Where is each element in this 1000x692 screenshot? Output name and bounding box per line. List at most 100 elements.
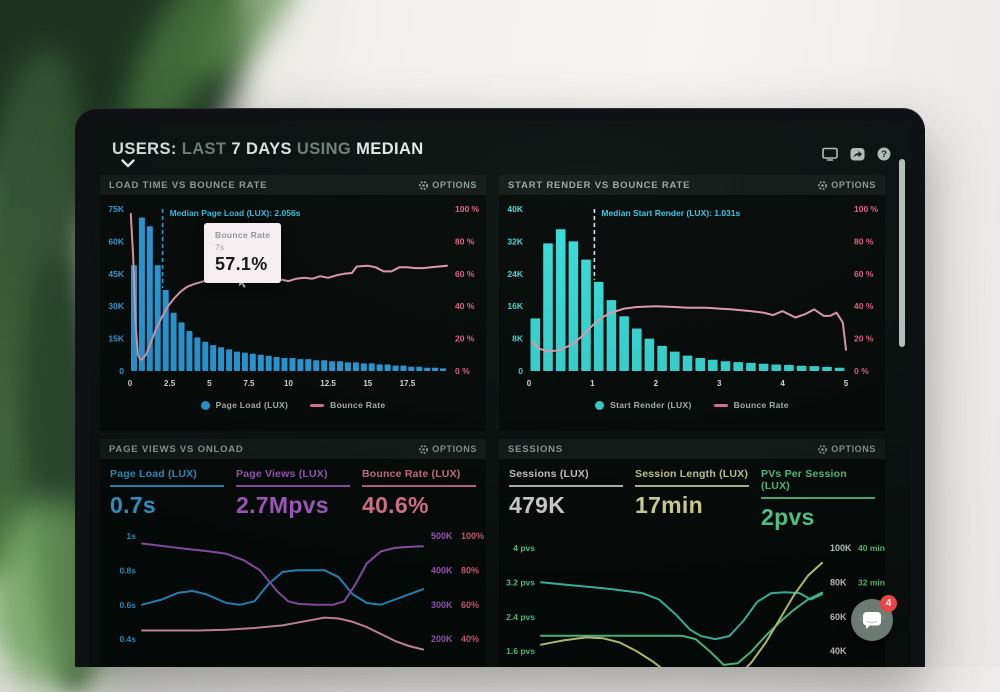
bar[interactable] bbox=[432, 367, 439, 371]
bar[interactable] bbox=[682, 355, 693, 371]
bar[interactable] bbox=[321, 360, 328, 371]
axis-tick: 20 % bbox=[854, 334, 874, 344]
bar[interactable] bbox=[408, 366, 415, 371]
bar[interactable] bbox=[376, 364, 383, 372]
options-button[interactable]: OPTIONS bbox=[818, 180, 876, 190]
bar[interactable] bbox=[241, 352, 248, 371]
bar[interactable] bbox=[234, 351, 240, 371]
line-series[interactable] bbox=[540, 591, 823, 666]
axis-tick: 0 % bbox=[854, 366, 869, 376]
line-series[interactable] bbox=[531, 305, 847, 353]
bar[interactable] bbox=[543, 243, 553, 371]
bar[interactable] bbox=[265, 355, 272, 371]
line-series[interactable] bbox=[141, 616, 424, 651]
bar[interactable] bbox=[619, 316, 629, 371]
bar[interactable] bbox=[305, 359, 312, 371]
bar[interactable] bbox=[555, 229, 566, 372]
bar[interactable] bbox=[657, 345, 667, 371]
legend-item[interactable]: Bounce Rate bbox=[310, 400, 385, 410]
bar[interactable] bbox=[273, 357, 280, 371]
axis-tick: 5 bbox=[207, 379, 212, 388]
bar[interactable] bbox=[809, 366, 820, 371]
bar[interactable] bbox=[581, 259, 591, 371]
line-series[interactable] bbox=[540, 561, 823, 667]
bar[interactable] bbox=[733, 362, 743, 371]
line-series[interactable] bbox=[141, 569, 424, 606]
bar[interactable] bbox=[758, 363, 769, 371]
bar[interactable] bbox=[289, 358, 296, 371]
bar[interactable] bbox=[708, 359, 718, 371]
legend-marker-dash bbox=[713, 403, 728, 407]
bar[interactable] bbox=[834, 367, 845, 371]
axis-tick: 0 bbox=[518, 366, 523, 376]
bar[interactable] bbox=[257, 354, 264, 371]
line-series[interactable] bbox=[141, 542, 424, 606]
bar[interactable] bbox=[360, 363, 367, 371]
bar[interactable] bbox=[670, 351, 680, 371]
axis-tick: 10 bbox=[284, 379, 293, 388]
bar[interactable] bbox=[400, 365, 407, 371]
notification-badge: 4 bbox=[880, 595, 897, 612]
bar[interactable] bbox=[568, 241, 579, 371]
bar[interactable] bbox=[210, 345, 217, 371]
bar[interactable] bbox=[313, 360, 320, 371]
bar[interactable] bbox=[329, 361, 336, 371]
bar[interactable] bbox=[281, 358, 288, 371]
scrollbar-thumb[interactable] bbox=[899, 159, 905, 347]
bar[interactable] bbox=[771, 364, 781, 372]
bar[interactable] bbox=[368, 363, 375, 371]
bar[interactable] bbox=[644, 338, 655, 371]
legend-item[interactable]: Start Render (LUX) bbox=[595, 400, 691, 410]
bar[interactable] bbox=[424, 367, 431, 371]
bar[interactable] bbox=[178, 322, 185, 371]
bar[interactable] bbox=[154, 265, 161, 371]
bar[interactable] bbox=[695, 358, 705, 371]
load-time-bounce-chart[interactable]: Median Page Load (LUX): 2.056s 0 15K 30K 45K… bbox=[100, 195, 486, 393]
bar[interactable] bbox=[720, 361, 731, 371]
line-series[interactable] bbox=[540, 581, 823, 641]
bar[interactable] bbox=[146, 226, 153, 371]
bar[interactable] bbox=[131, 265, 137, 371]
bar[interactable] bbox=[218, 347, 225, 371]
bar[interactable] bbox=[593, 281, 604, 371]
bar[interactable] bbox=[202, 341, 209, 371]
bar[interactable] bbox=[249, 353, 256, 371]
legend-item[interactable]: Bounce Rate bbox=[713, 400, 789, 410]
sessions-chart[interactable]: 4 pvs 3.2 pvs 2.4 pvs 1.6 pvs 100K 80K 60K 40K 4… bbox=[499, 533, 885, 667]
bar[interactable] bbox=[384, 364, 391, 372]
options-button[interactable]: OPTIONS bbox=[818, 444, 876, 454]
axis-tick: 100 % bbox=[854, 204, 879, 214]
bar[interactable] bbox=[784, 364, 794, 371]
options-button[interactable]: OPTIONS bbox=[419, 180, 477, 190]
page-views-onload-chart[interactable]: 1s 0.8s 0.6s 0.4s 500K 400K 300K 200K 100% 80% 60%… bbox=[100, 521, 486, 667]
bar[interactable] bbox=[392, 365, 399, 371]
bar[interactable] bbox=[796, 365, 807, 371]
options-button[interactable]: OPTIONS bbox=[419, 444, 477, 454]
bar[interactable] bbox=[352, 362, 359, 371]
bar[interactable] bbox=[344, 362, 351, 371]
bar[interactable] bbox=[186, 331, 193, 371]
help-icon[interactable]: ? bbox=[877, 147, 891, 161]
bar[interactable] bbox=[606, 300, 617, 371]
legend-item[interactable]: Page Load (LUX) bbox=[200, 400, 289, 410]
bar[interactable] bbox=[416, 366, 423, 371]
bar[interactable] bbox=[170, 312, 177, 371]
bar[interactable] bbox=[746, 362, 756, 371]
bar[interactable] bbox=[822, 366, 832, 371]
bar[interactable] bbox=[337, 361, 343, 371]
share-icon[interactable] bbox=[850, 147, 865, 161]
bar[interactable] bbox=[162, 290, 169, 371]
bar[interactable] bbox=[297, 359, 304, 371]
legend-marker-dash bbox=[310, 403, 325, 407]
display-icon[interactable] bbox=[822, 147, 838, 161]
bar[interactable] bbox=[440, 368, 446, 371]
line-series[interactable] bbox=[129, 212, 448, 361]
axis-tick: 4 bbox=[780, 379, 785, 388]
bar[interactable] bbox=[194, 337, 201, 372]
chevron-down-icon[interactable] bbox=[121, 159, 135, 168]
chat-widget-button[interactable]: 4 bbox=[851, 595, 897, 641]
bar[interactable] bbox=[226, 349, 233, 371]
bar[interactable] bbox=[138, 217, 145, 371]
bar[interactable] bbox=[632, 328, 642, 372]
start-render-bounce-chart[interactable]: Median Start Render (LUX): 1.031s 0 8K 16K 2… bbox=[499, 195, 885, 393]
